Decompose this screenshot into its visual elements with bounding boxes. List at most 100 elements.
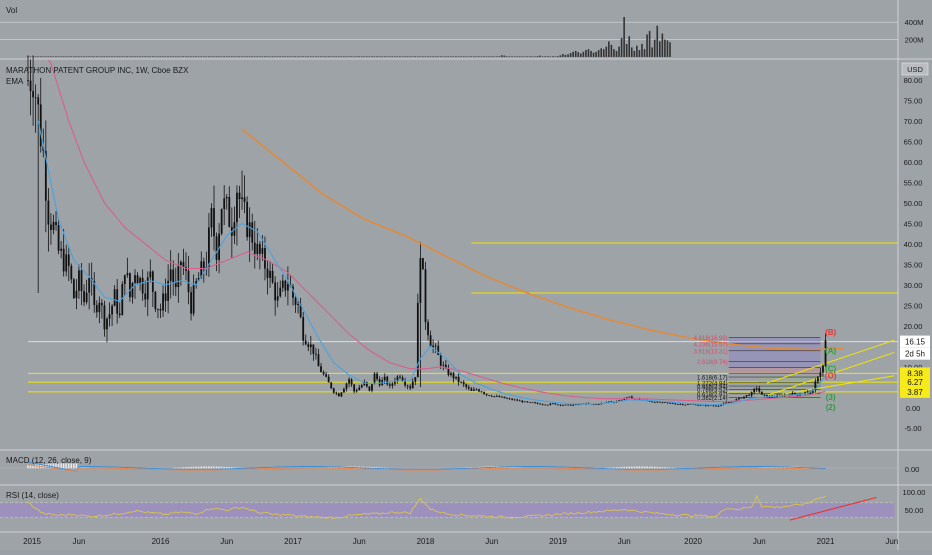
volume-bar	[98, 56, 100, 57]
candle-body	[272, 271, 274, 282]
candle-body	[139, 278, 141, 283]
volume-bar	[86, 56, 88, 57]
price-badge-label: 3.87	[907, 388, 923, 397]
candle-body	[514, 400, 516, 401]
volume-bar	[534, 56, 536, 57]
volume-bar	[312, 56, 314, 57]
volume-bar	[432, 56, 434, 57]
candle-body	[183, 262, 185, 267]
volume-bar	[473, 56, 475, 57]
macd-histogram-bar	[394, 468, 396, 469]
candle-body	[81, 270, 83, 291]
candle-body	[651, 402, 653, 403]
volume-bar	[498, 56, 500, 57]
volume-bar	[30, 56, 32, 57]
volume-bar	[60, 56, 62, 57]
candle-body	[414, 377, 416, 381]
macd-histogram-bar	[198, 467, 200, 469]
candle-body	[149, 272, 151, 278]
volume-bar	[65, 56, 67, 57]
volume-bar	[83, 56, 85, 57]
candle-body	[172, 270, 174, 283]
candle-body	[470, 388, 472, 390]
volume-bar	[476, 56, 478, 57]
volume-bar	[437, 56, 439, 57]
candle-body	[96, 305, 98, 312]
macd-histogram-bar	[646, 466, 648, 468]
volume-bar	[134, 56, 136, 57]
volume-bar	[246, 56, 248, 57]
volume-bar	[300, 56, 302, 57]
volume-bar	[399, 56, 401, 57]
volume-bar	[404, 56, 406, 57]
macd-histogram-bar	[381, 468, 383, 469]
volume-bar	[200, 56, 202, 57]
volume-bar	[119, 56, 121, 57]
candle-body	[376, 374, 378, 379]
candle-body	[687, 404, 689, 405]
volume-bar	[37, 56, 39, 57]
candle-body	[249, 222, 251, 237]
volume-bar	[310, 56, 312, 57]
volume-bar	[93, 56, 95, 57]
volume-bar	[366, 56, 368, 57]
candle-body	[493, 396, 495, 397]
volume-bar	[468, 56, 470, 57]
candle-body	[65, 254, 67, 271]
macd-histogram-bar	[208, 466, 210, 468]
volume-bar	[402, 56, 404, 57]
volume-bar	[88, 56, 90, 57]
volume-bar	[157, 56, 159, 57]
volume-bar	[407, 56, 409, 57]
volume-bar	[562, 54, 564, 57]
volume-bar	[662, 34, 664, 57]
rsi-axis-tick: 50.00	[905, 506, 924, 515]
candle-body	[468, 387, 470, 388]
price-axis-tick: 65.00	[904, 137, 923, 146]
candle-body	[565, 405, 567, 406]
currency-label: USD	[907, 65, 923, 74]
candle-body	[78, 270, 80, 290]
macd-histogram-bar	[188, 467, 190, 468]
volume-bar	[524, 56, 526, 57]
volume-bar	[442, 56, 444, 57]
time-axis-label: 2018	[417, 537, 435, 546]
volume-bar	[379, 56, 381, 57]
candle-body	[353, 385, 355, 392]
time-axis-label: Jun	[220, 537, 233, 546]
candle-body	[175, 283, 177, 287]
volume-bar	[481, 56, 483, 57]
volume-bar	[244, 56, 246, 57]
macd-histogram-bar	[178, 468, 180, 469]
candle-body	[450, 373, 452, 375]
candle-body	[239, 193, 241, 199]
volume-bar	[203, 56, 205, 57]
candle-body	[63, 249, 65, 272]
macd-axis-tick: 0.00	[905, 465, 920, 474]
macd-histogram-bar	[654, 467, 656, 469]
volume-bar	[149, 56, 151, 57]
candle-body	[481, 391, 483, 392]
volume-bar	[549, 56, 551, 57]
candle-body	[506, 398, 508, 399]
macd-histogram-bar	[193, 467, 195, 469]
candle-body	[560, 405, 562, 406]
volume-bar	[116, 56, 118, 57]
volume-bar	[152, 56, 154, 57]
macd-histogram-bar	[167, 468, 169, 469]
volume-bar	[412, 56, 414, 57]
candle-body	[572, 405, 574, 406]
volume-bar	[165, 56, 167, 57]
candle-body	[669, 403, 671, 404]
candle-body	[320, 366, 322, 372]
volume-bar	[516, 56, 518, 57]
volume-bar	[277, 56, 279, 57]
candle-body	[211, 208, 213, 227]
macd-histogram-bar	[195, 467, 197, 469]
time-axis-label: 2016	[152, 537, 170, 546]
candle-body	[547, 405, 549, 406]
volume-bar	[315, 56, 317, 57]
candle-body	[328, 377, 330, 383]
price-axis-tick: 80.00	[904, 76, 923, 85]
